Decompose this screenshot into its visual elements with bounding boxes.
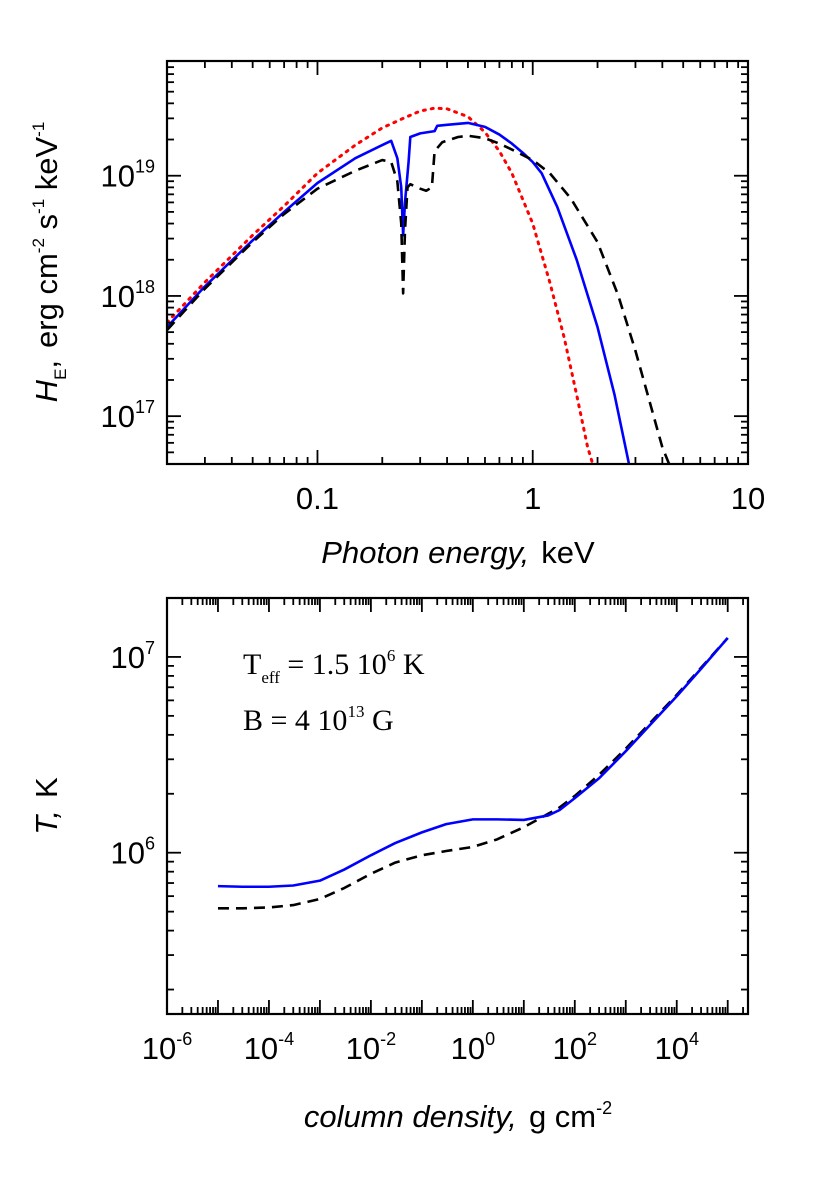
spectrum-plot-frame xyxy=(165,59,750,466)
y-tick-label: 1018 xyxy=(100,277,155,314)
spectrum-ticks xyxy=(166,60,749,465)
spectrum-y-axis-label: HE,erg cm-2 s-1 keV-1 xyxy=(29,122,70,403)
temperature-series-group xyxy=(217,637,729,910)
temperature-y-axis-label: T,K xyxy=(29,777,64,835)
y-tick-label: 1019 xyxy=(100,157,155,194)
series-line-model-black xyxy=(167,134,671,464)
x-tick-label: 104 xyxy=(654,1029,699,1066)
series-line-model-blue xyxy=(167,121,631,464)
temperature-panel: 10-6 10-4 10-2 100 102 104 106 107 Teff = 1.5 1… xyxy=(29,596,750,1134)
spectrum-panel: 0.1 1 10 1017 1018 1019 Photon energy, keV HE,… xyxy=(29,59,765,570)
temperature-ticks xyxy=(166,597,748,1014)
series-line-T-profile-dashed xyxy=(217,637,729,910)
x-tick-label: 10-4 xyxy=(244,1029,295,1066)
teff-annotation: Teff = 1.5 106 K xyxy=(243,646,425,687)
x-tick-label: 100 xyxy=(451,1029,496,1066)
y-tick-label: 106 xyxy=(111,834,156,871)
spectrum-tick-labels: 0.1 1 10 1017 1018 1019 xyxy=(100,157,765,516)
x-tick-label: 10-6 xyxy=(142,1029,193,1066)
b-field-annotation: B = 4 1013 G xyxy=(243,702,394,737)
spectrum-x-axis-label: Photon energy, keV xyxy=(321,535,595,570)
x-tick-label: 102 xyxy=(553,1029,598,1066)
series-line-blackbody xyxy=(167,106,595,464)
x-tick-label: 1 xyxy=(524,481,541,516)
temperature-tick-labels: 10-6 10-4 10-2 100 102 104 106 107 xyxy=(111,638,699,1066)
y-tick-label: 107 xyxy=(111,638,156,675)
y-tick-label: 1017 xyxy=(100,397,155,434)
series-line-T-profile-solid xyxy=(217,637,729,889)
spectrum-series-group xyxy=(167,106,671,464)
x-tick-label: 10 xyxy=(731,481,765,516)
x-tick-label: 0.1 xyxy=(296,481,339,516)
temperature-x-axis-label: column density, g cm-2 xyxy=(304,1098,612,1134)
x-tick-label: 10-2 xyxy=(346,1029,397,1066)
